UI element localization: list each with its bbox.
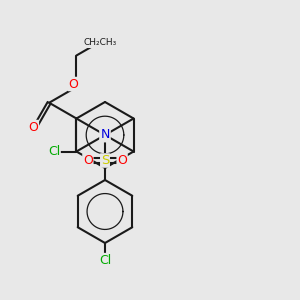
Text: Cl: Cl: [99, 254, 111, 267]
Text: O: O: [117, 154, 127, 167]
Text: O: O: [68, 77, 78, 91]
Text: O: O: [83, 154, 93, 167]
Text: O: O: [100, 128, 110, 142]
Text: O: O: [28, 121, 38, 134]
Text: CH₂CH₃: CH₂CH₃: [83, 38, 117, 47]
Text: N: N: [100, 128, 110, 142]
Text: Cl: Cl: [48, 145, 60, 158]
Text: S: S: [101, 154, 109, 167]
